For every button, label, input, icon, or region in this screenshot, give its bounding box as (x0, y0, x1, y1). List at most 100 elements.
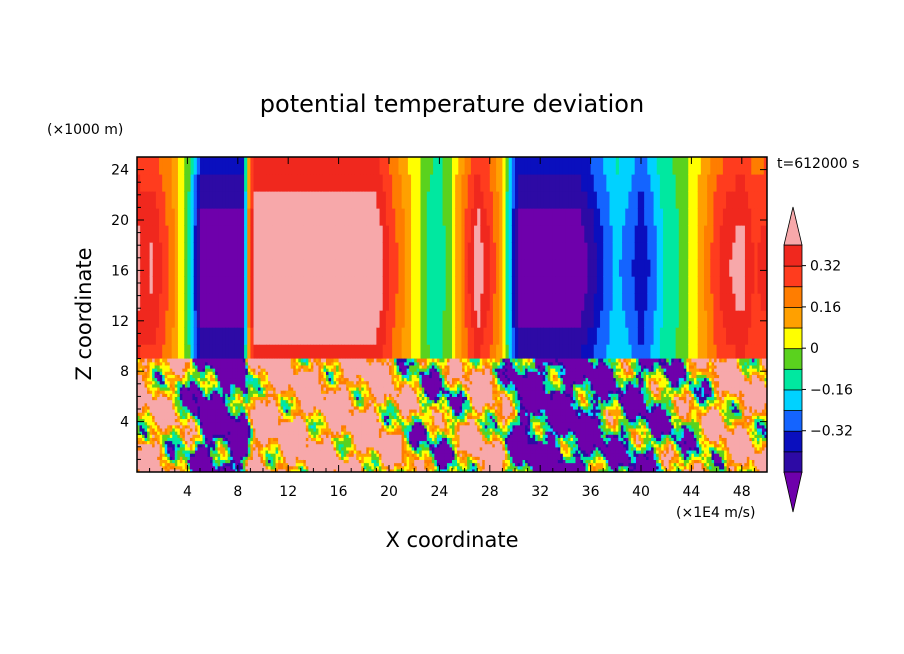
upper-cell (719, 225, 724, 243)
upper-cell (581, 344, 585, 362)
lower-cell (139, 456, 143, 460)
upper-cell (552, 293, 557, 311)
lower-cell (212, 440, 216, 445)
upper-cell (480, 293, 485, 311)
upper-cell (612, 310, 617, 328)
upper-cell (700, 344, 705, 362)
lower-cell (283, 427, 287, 432)
lower-cell (295, 393, 299, 397)
lower-cell (310, 427, 314, 432)
upper-cell (546, 191, 551, 209)
upper-cell (281, 225, 286, 243)
upper-cell (329, 157, 333, 175)
lower-cell (164, 399, 168, 404)
upper-cell (455, 157, 459, 175)
upper-cell (656, 242, 661, 260)
upper-cell (206, 157, 211, 175)
upper-cell (612, 259, 617, 277)
lower-cell (278, 465, 282, 470)
lower-cell (235, 465, 239, 470)
upper-cell (297, 327, 302, 345)
upper-cell (486, 344, 491, 362)
upper-cell (559, 259, 563, 277)
upper-cell (155, 191, 160, 209)
lower-cell (210, 399, 214, 404)
lower-cell (192, 434, 196, 438)
upper-cell (332, 344, 337, 362)
upper-cell (247, 174, 251, 192)
lower-cell (197, 453, 201, 457)
upper-cell (559, 327, 563, 345)
lower-cell (285, 405, 289, 410)
lower-cell (212, 377, 216, 382)
upper-cell (584, 293, 589, 311)
lower-cell (149, 412, 153, 416)
lower-cell (257, 446, 262, 451)
upper-cell (401, 293, 406, 311)
upper-cell (729, 225, 733, 243)
upper-cell (140, 242, 144, 260)
upper-cell (171, 225, 176, 243)
upper-cell (735, 208, 740, 226)
lower-cell (142, 361, 146, 366)
upper-cell (464, 259, 469, 277)
lower-cell (207, 405, 211, 410)
lower-cell (202, 396, 206, 401)
upper-cell (429, 242, 434, 260)
lower-cell (174, 380, 178, 385)
upper-cell (442, 208, 447, 226)
upper-cell (140, 191, 144, 209)
lower-cell (207, 459, 211, 464)
lower-cell (240, 396, 244, 401)
upper-cell (174, 225, 179, 243)
upper-cell (546, 327, 551, 345)
upper-cell (366, 157, 371, 175)
lower-cell (144, 364, 148, 369)
lower-cell (247, 399, 251, 404)
lower-cell (172, 446, 176, 451)
upper-cell (414, 276, 418, 294)
lower-cell (147, 427, 151, 432)
lower-cell (303, 427, 307, 432)
lower-cell (169, 358, 173, 363)
lower-cell (303, 462, 307, 467)
upper-cell (445, 191, 450, 209)
upper-cell (467, 225, 472, 243)
upper-cell (442, 293, 447, 311)
upper-cell (612, 225, 617, 243)
upper-cell (389, 344, 393, 362)
lower-cell (275, 358, 279, 363)
lower-cell (260, 377, 264, 382)
upper-cell (193, 310, 198, 328)
lower-cell (303, 456, 307, 460)
lower-cell (242, 405, 246, 410)
upper-cell (206, 208, 211, 226)
upper-cell (278, 157, 283, 175)
lower-cell (179, 409, 183, 413)
upper-cell (319, 259, 324, 277)
upper-cell (404, 344, 409, 362)
lower-cell (252, 440, 257, 445)
upper-cell (411, 242, 415, 260)
upper-cell (549, 259, 554, 277)
lower-cell (270, 468, 274, 472)
lower-cell (207, 443, 211, 448)
lower-cell (137, 465, 141, 470)
lower-cell (194, 415, 199, 420)
lower-cell (154, 434, 158, 438)
upper-cell (760, 344, 765, 362)
lower-cell (142, 459, 146, 464)
lower-cell (194, 386, 199, 391)
lower-cell (159, 443, 163, 448)
upper-cell (461, 344, 466, 362)
upper-cell (571, 157, 576, 175)
upper-cell (259, 310, 264, 328)
upper-cell (326, 225, 330, 243)
upper-cell (414, 157, 418, 175)
upper-cell (146, 225, 151, 243)
lower-cell (182, 415, 186, 420)
lower-cell (240, 434, 244, 438)
upper-cell (675, 276, 680, 294)
upper-cell (366, 276, 371, 294)
upper-cell (530, 310, 535, 328)
